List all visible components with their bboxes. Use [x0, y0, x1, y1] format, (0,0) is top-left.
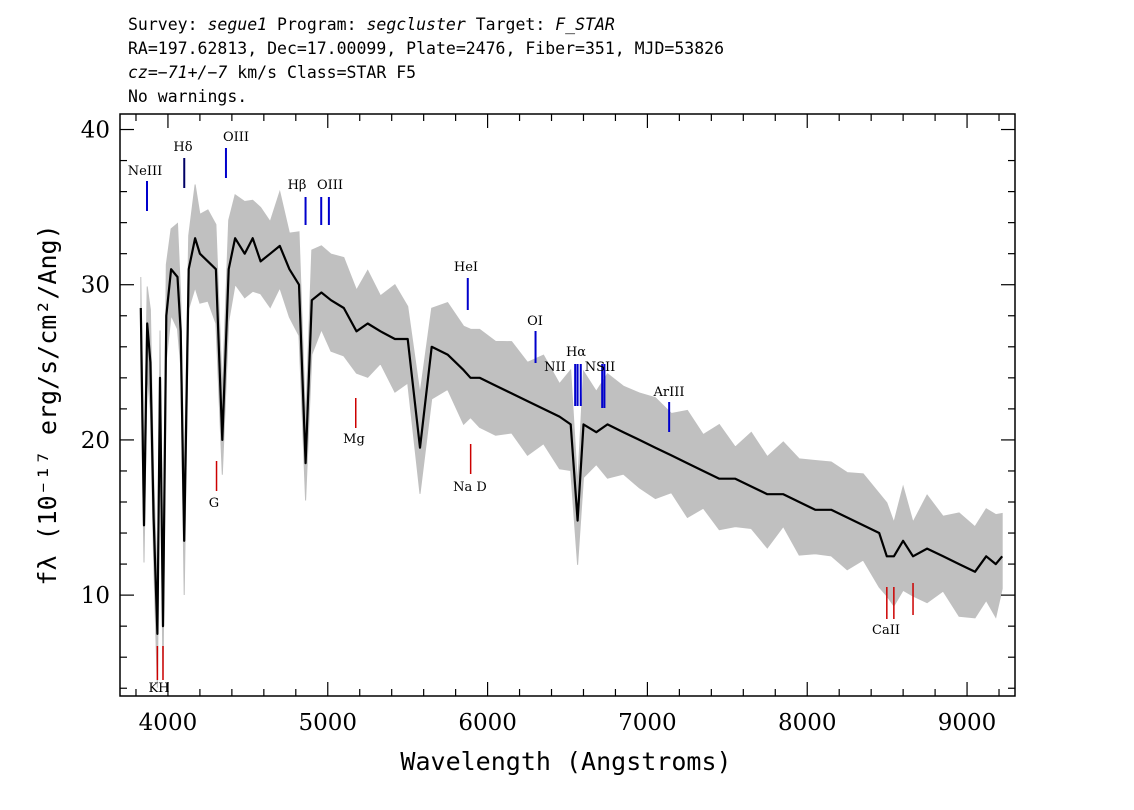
header-block: Survey: segue1 Program: segcluster Targe…: [128, 15, 724, 106]
x-tick-label: 5000: [298, 710, 357, 736]
y-tick-label: 40: [81, 118, 110, 144]
header-line-1: Survey: segue1 Program: segcluster Targe…: [128, 15, 615, 34]
line-label-neiii: NeIII: [128, 164, 162, 179]
line-label-kh: KH: [148, 681, 169, 696]
axis-ticks: 4000 5000 6000 7000 8000 9000 10 20 30 40: [81, 114, 1015, 736]
x-tick-label: 9000: [938, 710, 997, 736]
line-label-nad: Na D: [453, 480, 487, 495]
line-label-hdelta: Hδ: [173, 140, 192, 155]
line-label-mg: Mg: [343, 432, 365, 447]
y-tick-label: 10: [81, 583, 110, 609]
line-label-oi: OI: [527, 314, 543, 329]
flux-series: [139, 237, 1004, 636]
plot-border: [119, 113, 1016, 697]
line-label-hei: HeI: [454, 260, 478, 275]
line-label-nii: NII: [544, 360, 566, 375]
x-axis-title: Wavelength (Angstroms): [400, 747, 731, 776]
line-label-hbeta: Hβ: [288, 178, 307, 193]
line-label-halpha: Hα: [566, 345, 586, 360]
x-tick-label: 4000: [139, 710, 198, 736]
y-tick-label: 20: [81, 428, 110, 454]
line-label-oiii_5007: OIII: [317, 178, 343, 193]
header-line-2: RA=197.62813, Dec=17.00099, Plate=2476, …: [128, 39, 724, 58]
y-tick-label: 30: [81, 273, 110, 299]
y-axis-title: fλ (10⁻¹⁷ erg/s/cm²/Ang): [33, 224, 62, 585]
line-label-nii_sii: NSII: [585, 360, 616, 375]
x-tick-label: 8000: [778, 710, 837, 736]
flux-line: [139, 237, 1004, 636]
line-label-g: G: [209, 496, 219, 511]
x-tick-label: 7000: [618, 710, 677, 736]
plot-frame: [119, 113, 1016, 697]
header-line-3: cz=−71+/−7 km/s Class=STAR F5: [128, 63, 416, 82]
line-label-oiii_4363: OIII: [223, 130, 249, 145]
line-label-ariii: ArIII: [652, 385, 684, 400]
x-tick-label: 6000: [458, 710, 517, 736]
line-label-caii: CaII: [872, 623, 900, 638]
header-line-4: No warnings.: [128, 87, 247, 106]
